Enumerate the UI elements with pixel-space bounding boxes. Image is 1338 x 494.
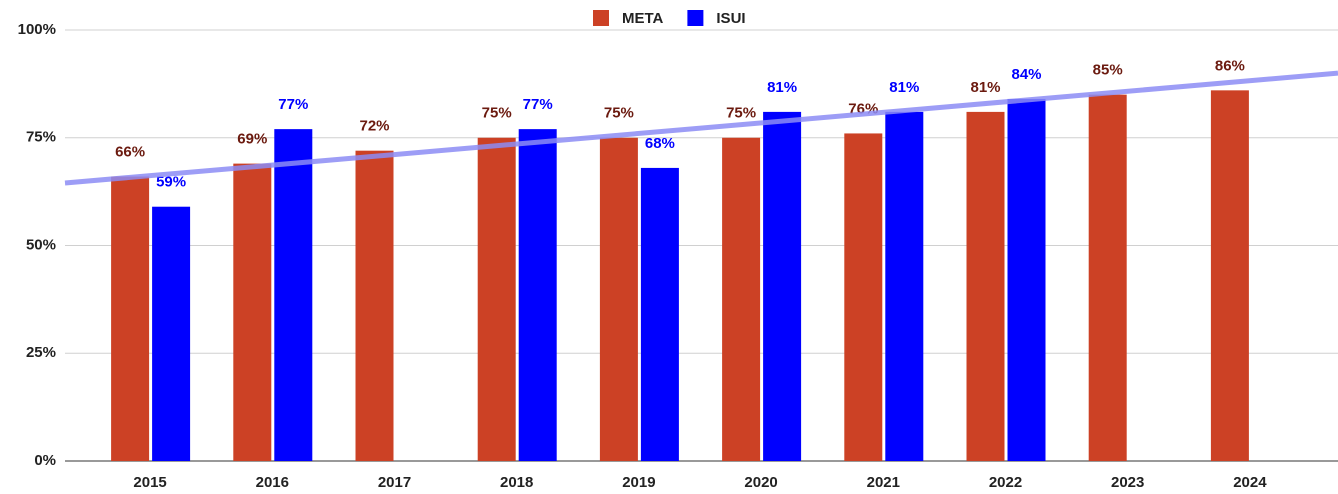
x-tick-label: 2024 <box>1233 474 1267 491</box>
y-tick-label: 75% <box>26 129 56 146</box>
bar <box>111 176 150 462</box>
legend-label: META <box>622 10 664 27</box>
y-tick-label: 100% <box>18 21 56 38</box>
legend-swatch <box>593 10 609 26</box>
bar <box>1088 94 1127 462</box>
data-label: 77% <box>278 96 308 113</box>
x-tick-label: 2015 <box>133 474 166 491</box>
bar <box>274 129 313 461</box>
data-label: 77% <box>523 96 553 113</box>
bar <box>966 111 1005 461</box>
data-label: 72% <box>359 118 389 135</box>
data-label: 75% <box>726 105 756 122</box>
x-tick-label: 2022 <box>989 474 1022 491</box>
data-label: 66% <box>115 144 145 161</box>
bar <box>722 137 761 461</box>
legend-swatch <box>687 10 704 26</box>
data-label: 81% <box>767 79 797 96</box>
bar <box>599 137 638 461</box>
data-label: 84% <box>1011 66 1041 83</box>
x-tick-label: 2019 <box>622 474 655 491</box>
bar <box>763 111 802 461</box>
trendline <box>64 70 1338 186</box>
x-tick-label: 2017 <box>378 474 411 491</box>
y-tick-label: 0% <box>34 452 56 469</box>
data-label: 59% <box>156 174 186 191</box>
y-tick-label: 50% <box>26 236 56 253</box>
y-tick-label: 25% <box>26 344 56 361</box>
bar <box>844 133 883 461</box>
data-label: 81% <box>970 79 1000 96</box>
bar <box>477 137 516 461</box>
bar <box>518 129 557 461</box>
bar <box>233 163 272 462</box>
data-label: 75% <box>482 105 512 122</box>
x-tick-label: 2016 <box>256 474 289 491</box>
x-tick-label: 2021 <box>867 474 900 491</box>
bar <box>640 167 679 462</box>
data-label: 68% <box>645 135 675 152</box>
bar <box>1210 90 1249 461</box>
bar <box>885 111 924 461</box>
bar <box>355 150 394 461</box>
bar <box>152 206 191 461</box>
bar <box>1007 98 1046 462</box>
data-label: 86% <box>1215 57 1245 74</box>
x-tick-label: 2018 <box>500 474 533 491</box>
x-tick-label: 2023 <box>1111 474 1144 491</box>
data-label: 75% <box>604 105 634 122</box>
data-label: 69% <box>237 131 267 148</box>
data-label: 81% <box>889 79 919 96</box>
x-tick-label: 2020 <box>744 474 777 491</box>
legend-label: ISUI <box>716 10 745 27</box>
data-label: 85% <box>1093 62 1123 79</box>
